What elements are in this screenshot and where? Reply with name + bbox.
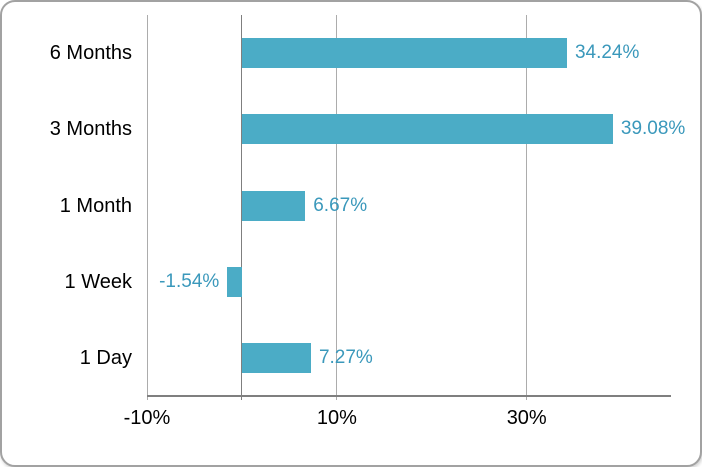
category-label-6-months: 6 Months: [49, 42, 132, 65]
bar-3-months: [241, 114, 613, 145]
gridline--10-: [146, 15, 148, 400]
bar-6-months: [241, 38, 567, 69]
category-label-1-month: 1 Month: [59, 194, 132, 217]
bar-1-month: [241, 190, 306, 221]
x-tick-label--10-: -10%: [123, 407, 171, 429]
value-label-1-month: 6.67%: [313, 194, 368, 216]
category-label-1-day: 1 Day: [79, 346, 132, 369]
value-label-3-months: 39.08%: [620, 118, 686, 140]
x-tick-label-30-: 30%: [506, 407, 547, 429]
x-tick-label-10-: 10%: [316, 407, 357, 429]
category-label-3-months: 3 Months: [49, 118, 132, 141]
value-label-1-week: -1.54%: [159, 270, 220, 292]
value-label-6-months: 34.24%: [574, 42, 640, 64]
category-label-1-week: 1 Week: [64, 270, 132, 293]
x-axis-line: [147, 395, 671, 397]
bar-1-week: [227, 266, 242, 297]
gridline-10-: [336, 15, 338, 400]
value-label-1-day: 7.27%: [318, 346, 373, 368]
gridline-30-: [526, 15, 528, 400]
bar-1-day: [241, 342, 311, 373]
